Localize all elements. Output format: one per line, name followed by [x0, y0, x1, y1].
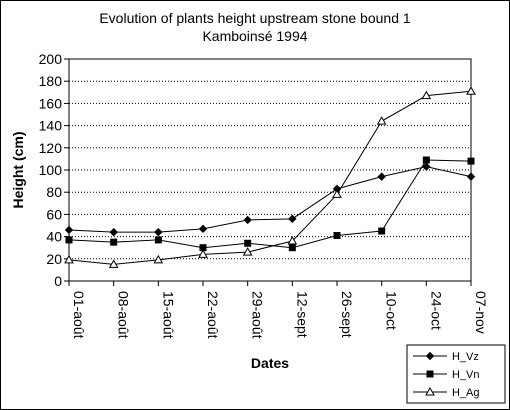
y-tick-label: 200: [39, 51, 63, 67]
y-axis-title: Height (cm): [10, 132, 26, 209]
grid-lines: [69, 80, 471, 260]
data-point: [287, 236, 298, 245]
data-point: [65, 236, 73, 244]
x-tick-label: 22-août: [205, 291, 221, 339]
y-tick-label: 40: [46, 229, 62, 245]
legend-item: H_Vz: [413, 351, 479, 363]
y-tick-label: 140: [39, 118, 63, 134]
legend-label: H_Vz: [452, 351, 479, 363]
data-point: [64, 254, 74, 264]
data-point: [425, 351, 435, 361]
x-tick-label: 24-oct: [428, 291, 444, 330]
y-axis: 0 20 40 60 80 100 120 140 160 180 200: [39, 51, 69, 289]
data-point: [466, 86, 476, 95]
y-tick-label: 160: [39, 95, 63, 111]
y-tick-label: 100: [39, 162, 63, 178]
x-axis: 01-août 08-août 15-août 22-août 29-août 12-se…: [68, 281, 489, 339]
x-tick-label: 10-oct: [384, 291, 400, 330]
data-point: [332, 189, 342, 198]
x-axis-title: Dates: [251, 355, 289, 371]
series-line: [68, 166, 472, 233]
data-point: [421, 90, 432, 100]
data-point: [426, 370, 434, 378]
legend: H_Vz H_Vn H_Ag: [406, 344, 506, 404]
y-tick-label: 20: [46, 251, 62, 267]
data-point: [198, 249, 208, 258]
x-tick-label: 29-août: [250, 291, 266, 339]
x-tick-label: 26-sept: [339, 291, 355, 338]
data-point: [110, 238, 118, 246]
x-tick-label: 07-nov: [473, 291, 489, 334]
data-point: [244, 239, 252, 247]
x-tick-label: 12-sept: [294, 291, 310, 338]
data-point: [288, 214, 297, 224]
data-point: [242, 247, 253, 256]
data-point: [154, 227, 163, 237]
data-point: [64, 225, 74, 235]
y-tick-label: 60: [46, 206, 62, 222]
data-point: [422, 156, 430, 164]
data-point: [333, 231, 341, 239]
y-tick-label: 80: [46, 184, 62, 200]
series-h-ag: [64, 86, 476, 268]
data-point: [109, 227, 118, 237]
y-tick-label: 180: [39, 73, 63, 89]
x-tick-label: 01-août: [71, 291, 87, 339]
legend-item: H_Ag: [413, 386, 480, 399]
data-point: [422, 162, 431, 171]
legend-item: H_Vn: [413, 369, 480, 381]
series-layer: [64, 86, 476, 268]
data-point: [466, 172, 476, 181]
series-line: [68, 90, 472, 265]
data-point: [108, 259, 119, 268]
data-point: [243, 215, 252, 225]
data-point: [425, 386, 435, 396]
y-tick-label: 120: [39, 140, 63, 156]
series-h-vz: [64, 162, 476, 237]
legend-label: H_Vn: [452, 369, 480, 381]
data-point: [377, 172, 386, 181]
y-tick-label: 0: [54, 273, 62, 289]
data-point: [198, 224, 208, 234]
x-tick-label: 15-août: [160, 291, 176, 339]
chart-title-line-1: Evolution of plants height upstream ston…: [99, 10, 411, 26]
chart-title-line-2: Kamboinsé 1994: [202, 28, 308, 44]
chart-title: Evolution of plants height upstream ston…: [1, 9, 509, 45]
data-point: [153, 254, 164, 264]
x-tick-label: 08-août: [116, 291, 132, 339]
series-line: [68, 159, 472, 249]
data-point: [288, 244, 296, 252]
series-h-vn: [65, 156, 475, 252]
legend-label: H_Ag: [452, 387, 480, 399]
data-point: [376, 116, 387, 125]
data-point: [378, 227, 386, 235]
data-point: [154, 236, 162, 244]
data-point: [467, 157, 475, 165]
